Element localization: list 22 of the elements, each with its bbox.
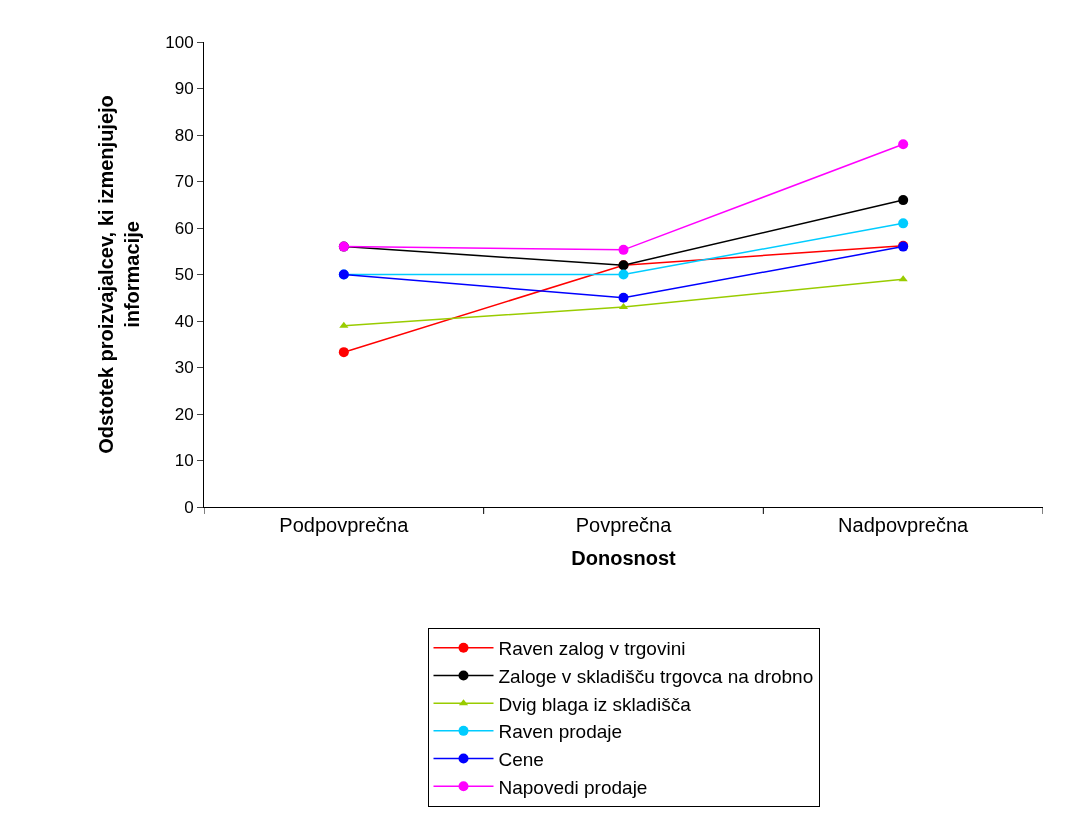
legend-label: Cene bbox=[498, 748, 544, 770]
y-tick-label: 40 bbox=[174, 311, 194, 331]
y-axis-title: Odstotek proizvajalcev, ki izmenjujejo informacije bbox=[94, 95, 143, 454]
x-axis-title: Donosnost bbox=[571, 546, 677, 569]
legend-label: Dvig blaga iz skladišča bbox=[498, 693, 692, 715]
y-tick-label: 100 bbox=[165, 32, 194, 52]
legend-label: Zaloge v skladišču trgovca na drobno bbox=[498, 665, 814, 687]
y-tick-label: 70 bbox=[174, 172, 194, 192]
legend-label: Raven prodaje bbox=[498, 721, 623, 743]
y-tick-label: 20 bbox=[174, 404, 194, 424]
x-tick-label: Nadpovprečna bbox=[838, 514, 970, 536]
legend-label: Napovedi prodaje bbox=[498, 776, 648, 798]
y-tick-label: 10 bbox=[174, 451, 194, 471]
y-tick-label: 60 bbox=[174, 218, 194, 238]
y-tick-label: 80 bbox=[174, 125, 194, 145]
y-tick-label: 30 bbox=[174, 358, 194, 378]
x-tick-label: Podpovprečna bbox=[279, 514, 410, 536]
y-tick-label: 50 bbox=[174, 265, 194, 285]
y-tick-label: 90 bbox=[174, 79, 194, 99]
legend-label: Raven zalog v trgovini bbox=[498, 638, 686, 660]
y-tick-label: 0 bbox=[184, 497, 194, 517]
x-tick-label: Povprečna bbox=[575, 514, 673, 536]
